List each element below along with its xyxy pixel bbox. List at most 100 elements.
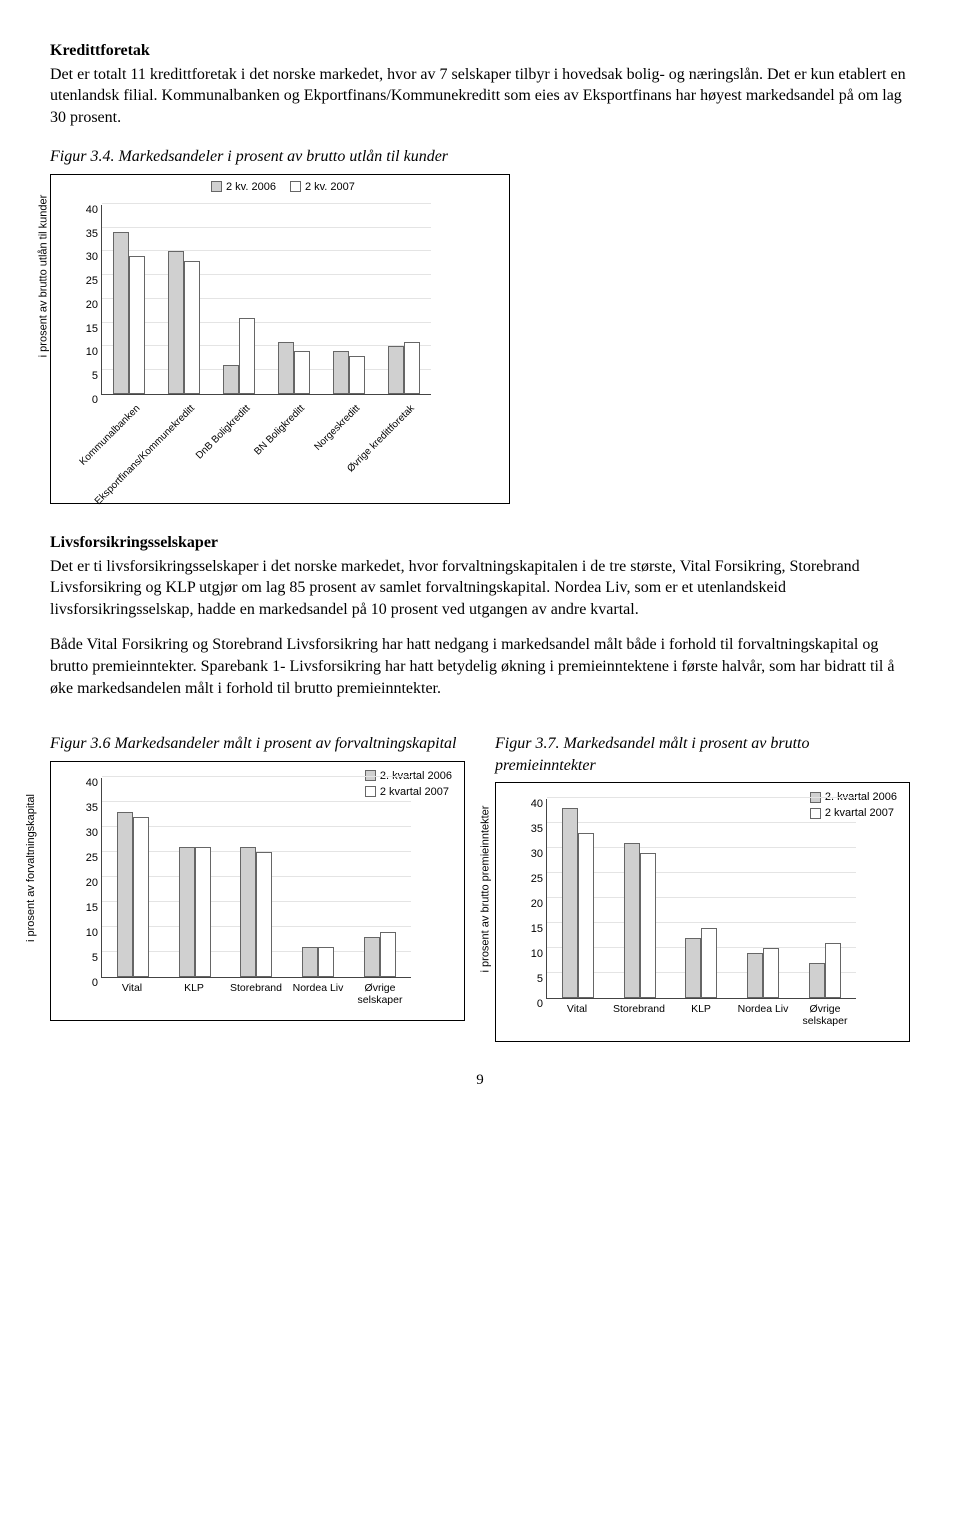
bar bbox=[117, 812, 133, 977]
bar bbox=[179, 847, 195, 977]
bar bbox=[302, 947, 318, 977]
fig34-title: Figur 3.4. Markedsandeler i prosent av b… bbox=[50, 146, 910, 168]
bar-group bbox=[168, 251, 200, 394]
y-tick: 35 bbox=[72, 228, 98, 240]
x-label: Storebrand bbox=[226, 982, 286, 1006]
y-tick: 35 bbox=[72, 802, 98, 814]
x-label: Eksportfinans/Kommunekreditt bbox=[93, 403, 197, 507]
y-axis-label: i prosent av brutto utlån til kunder bbox=[37, 195, 49, 358]
fig36-title: Figur 3.6 Markedsandeler målt i prosent … bbox=[50, 733, 465, 755]
bar-group bbox=[240, 847, 272, 977]
bar bbox=[239, 318, 255, 394]
x-label: DnB Boligkreditt bbox=[194, 403, 252, 461]
bar bbox=[256, 852, 272, 977]
bar-group bbox=[223, 318, 255, 394]
bar-group bbox=[562, 808, 594, 998]
section2-para2: Både Vital Forsikring og Storebrand Livs… bbox=[50, 634, 910, 699]
y-tick: 30 bbox=[72, 251, 98, 263]
section1-heading: Kredittforetak bbox=[50, 40, 910, 62]
fig36-chart: i prosent av forvaltningskapital2. kvart… bbox=[50, 761, 465, 1021]
y-tick: 20 bbox=[72, 299, 98, 311]
bar bbox=[388, 346, 404, 394]
section2-para1: Det er ti livsforsikringsselskaper i det… bbox=[50, 556, 910, 621]
bar bbox=[133, 817, 149, 977]
x-label: Vital bbox=[547, 1003, 607, 1027]
bar bbox=[825, 943, 841, 998]
y-tick: 25 bbox=[517, 873, 543, 885]
y-tick: 10 bbox=[72, 346, 98, 358]
x-label: Vital bbox=[102, 982, 162, 1006]
bar bbox=[640, 853, 656, 998]
bar bbox=[380, 932, 396, 977]
bar bbox=[240, 847, 256, 977]
y-tick: 10 bbox=[517, 948, 543, 960]
y-tick: 40 bbox=[517, 798, 543, 810]
legend-item: 2 kv. 2007 bbox=[290, 181, 355, 193]
y-axis-label: i prosent av forvaltningskapital bbox=[25, 794, 37, 942]
x-label: Nordea Liv bbox=[288, 982, 348, 1006]
bar bbox=[404, 342, 420, 394]
y-axis-label: i prosent av brutto premieinntekter bbox=[479, 806, 491, 973]
bar-group bbox=[333, 351, 365, 394]
fig34-chart: i prosent av brutto utlån til kunder2 kv… bbox=[50, 174, 510, 504]
bar-group bbox=[278, 342, 310, 394]
bar-group bbox=[388, 342, 420, 394]
page-number: 9 bbox=[50, 1072, 910, 1089]
bar bbox=[747, 953, 763, 998]
fig37-title: Figur 3.7. Markedsandel målt i prosent a… bbox=[495, 733, 910, 776]
y-tick: 35 bbox=[517, 823, 543, 835]
y-tick: 30 bbox=[517, 848, 543, 860]
bar bbox=[294, 351, 310, 394]
bar bbox=[195, 847, 211, 977]
bar-group bbox=[117, 812, 149, 977]
bar-group bbox=[179, 847, 211, 977]
y-tick: 5 bbox=[72, 952, 98, 964]
x-label: Nordea Liv bbox=[733, 1003, 793, 1027]
bar-group bbox=[364, 932, 396, 977]
y-tick: 20 bbox=[72, 877, 98, 889]
y-tick: 0 bbox=[72, 977, 98, 989]
y-tick: 0 bbox=[72, 394, 98, 406]
bar bbox=[168, 251, 184, 394]
y-tick: 15 bbox=[517, 923, 543, 935]
x-label: Øvrige selskaper bbox=[350, 982, 410, 1006]
x-label: Norgeskreditt bbox=[312, 403, 362, 453]
bar-group bbox=[747, 948, 779, 998]
bar bbox=[624, 843, 640, 998]
bar-group bbox=[809, 943, 841, 998]
bar bbox=[562, 808, 578, 998]
y-tick: 0 bbox=[517, 998, 543, 1010]
x-label: Storebrand bbox=[609, 1003, 669, 1027]
bar bbox=[278, 342, 294, 394]
bar bbox=[318, 947, 334, 977]
y-tick: 10 bbox=[72, 927, 98, 939]
bar-group bbox=[624, 843, 656, 998]
bar bbox=[113, 232, 129, 394]
legend-item: 2 kv. 2006 bbox=[211, 181, 276, 193]
bar bbox=[809, 963, 825, 998]
y-tick: 25 bbox=[72, 275, 98, 287]
bar-group bbox=[685, 928, 717, 998]
fig37-chart: i prosent av brutto premieinntekter2. kv… bbox=[495, 782, 910, 1042]
y-tick: 40 bbox=[72, 777, 98, 789]
bar bbox=[184, 261, 200, 394]
y-tick: 5 bbox=[517, 973, 543, 985]
bar bbox=[364, 937, 380, 977]
bar-group bbox=[113, 232, 145, 394]
bar bbox=[763, 948, 779, 998]
y-tick: 20 bbox=[517, 898, 543, 910]
bar bbox=[701, 928, 717, 998]
bar-group bbox=[302, 947, 334, 977]
section2-heading: Livsforsikringsselskaper bbox=[50, 532, 910, 554]
bar bbox=[685, 938, 701, 998]
x-label: KLP bbox=[671, 1003, 731, 1027]
y-tick: 30 bbox=[72, 827, 98, 839]
y-tick: 15 bbox=[72, 323, 98, 335]
bar bbox=[129, 256, 145, 394]
bar bbox=[223, 365, 239, 394]
y-tick: 25 bbox=[72, 852, 98, 864]
y-tick: 40 bbox=[72, 204, 98, 216]
bar bbox=[349, 356, 365, 394]
y-tick: 15 bbox=[72, 902, 98, 914]
bar bbox=[578, 833, 594, 998]
